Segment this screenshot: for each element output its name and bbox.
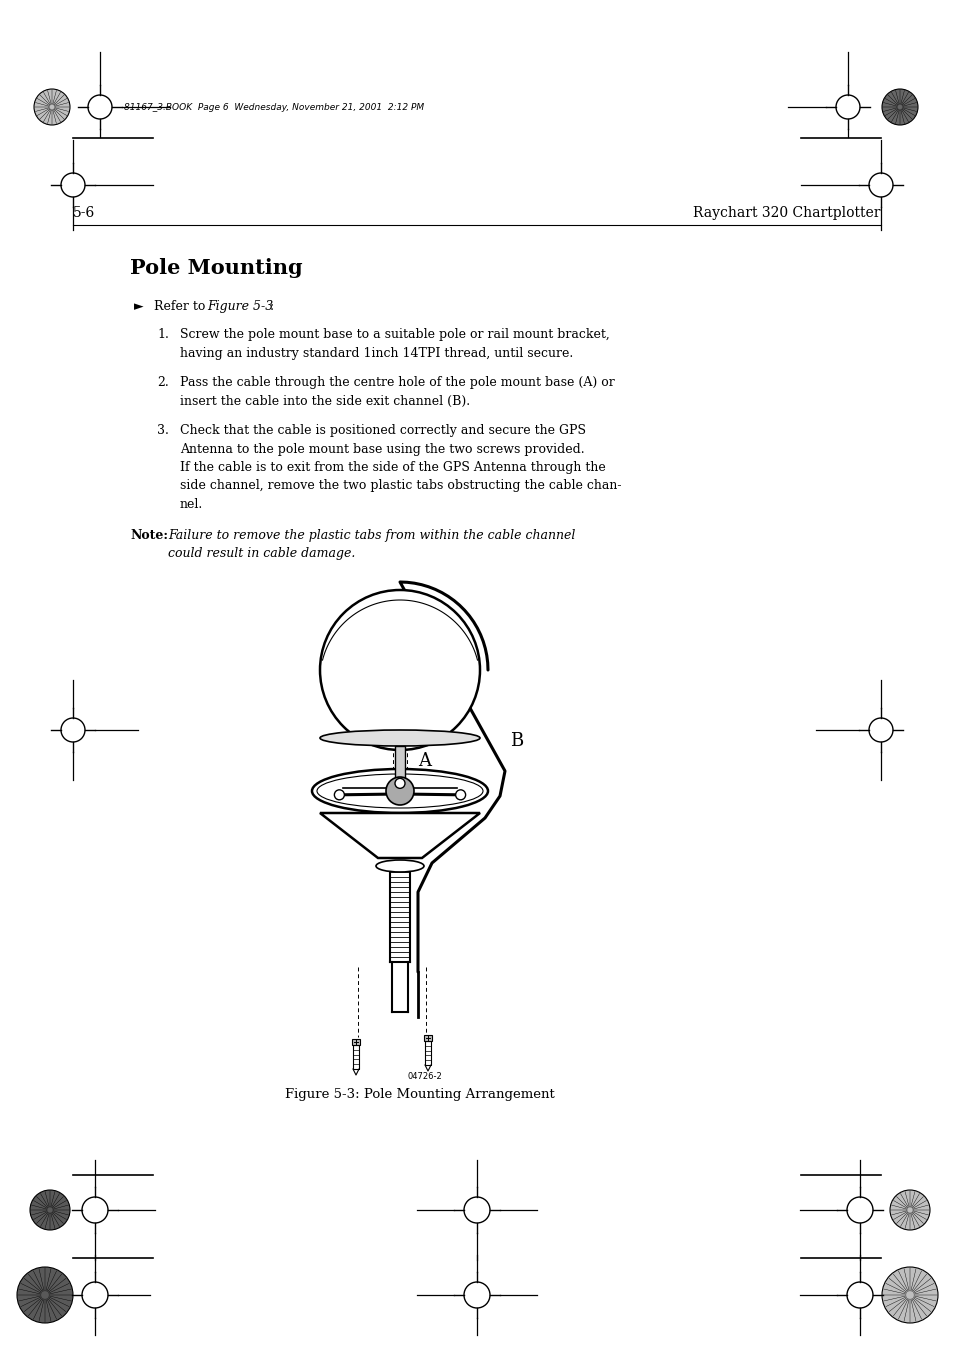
Text: ►: ► — [133, 300, 144, 313]
Text: B: B — [510, 732, 522, 750]
Circle shape — [889, 1190, 929, 1229]
Text: Note:: Note: — [130, 530, 168, 542]
FancyBboxPatch shape — [423, 1035, 432, 1042]
Text: Figure 5-3: Pole Mounting Arrangement: Figure 5-3: Pole Mounting Arrangement — [285, 1088, 554, 1101]
Text: Failure to remove the plastic tabs from within the cable channel
could result in: Failure to remove the plastic tabs from … — [168, 530, 575, 561]
Text: Pass the cable through the centre hole of the pole mount base (A) or
insert the : Pass the cable through the centre hole o… — [180, 376, 614, 408]
FancyBboxPatch shape — [353, 1046, 358, 1069]
Text: Raychart 320 Chartplotter: Raychart 320 Chartplotter — [693, 205, 880, 220]
Text: 2.: 2. — [157, 376, 169, 389]
Text: 1.: 1. — [157, 328, 169, 340]
Text: 5-6: 5-6 — [73, 205, 95, 220]
Circle shape — [882, 1267, 937, 1323]
FancyBboxPatch shape — [352, 1039, 359, 1046]
Text: Refer to: Refer to — [153, 300, 209, 313]
Text: 3.: 3. — [157, 424, 169, 436]
Circle shape — [386, 777, 414, 805]
Circle shape — [34, 89, 70, 126]
Ellipse shape — [312, 769, 488, 813]
Text: 04726-2: 04726-2 — [408, 1071, 442, 1081]
Text: Pole Mounting: Pole Mounting — [130, 258, 302, 278]
Circle shape — [17, 1267, 73, 1323]
Ellipse shape — [375, 861, 423, 871]
Circle shape — [30, 1190, 70, 1229]
FancyBboxPatch shape — [424, 1042, 431, 1065]
FancyBboxPatch shape — [395, 746, 405, 784]
Text: Screw the pole mount base to a suitable pole or rail mount bracket,
having an in: Screw the pole mount base to a suitable … — [180, 328, 609, 359]
Ellipse shape — [319, 730, 479, 746]
Circle shape — [456, 790, 465, 800]
Text: Figure 5-3: Figure 5-3 — [207, 300, 273, 313]
Circle shape — [882, 89, 917, 126]
Text: Check that the cable is positioned correctly and secure the GPS
Antenna to the p: Check that the cable is positioned corre… — [180, 424, 620, 511]
Polygon shape — [319, 813, 479, 858]
Circle shape — [395, 778, 405, 789]
Text: 81167_3.BOOK  Page 6  Wednesday, November 21, 2001  2:12 PM: 81167_3.BOOK Page 6 Wednesday, November … — [124, 103, 423, 112]
Text: A: A — [417, 753, 431, 770]
Circle shape — [319, 590, 479, 750]
Text: :: : — [270, 300, 274, 313]
Circle shape — [335, 790, 344, 800]
